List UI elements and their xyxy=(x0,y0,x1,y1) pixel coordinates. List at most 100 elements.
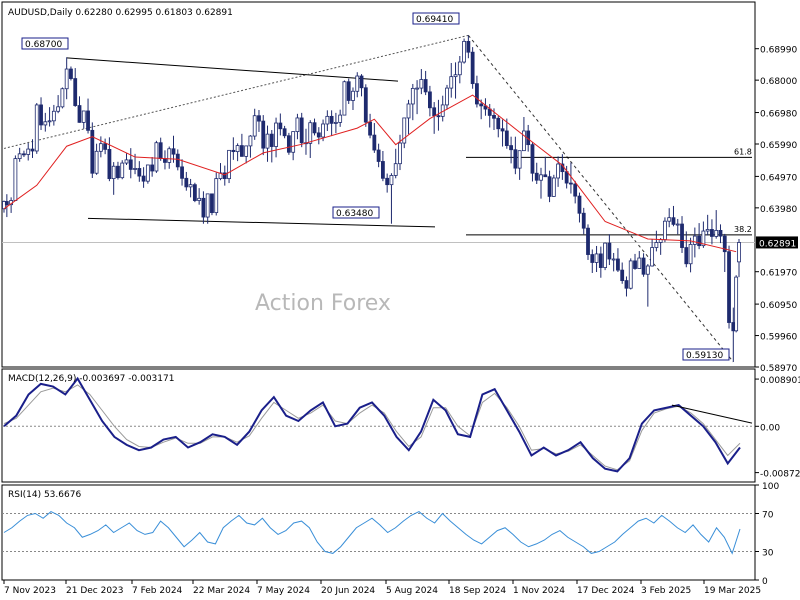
candle-body xyxy=(688,243,693,265)
candle-body xyxy=(154,142,159,172)
macd-line xyxy=(3,376,741,473)
candle-body xyxy=(248,135,253,147)
candle-body xyxy=(192,184,197,201)
candle-body xyxy=(534,172,539,181)
candle-body xyxy=(90,129,95,174)
candle-body xyxy=(675,223,680,226)
candle-body xyxy=(4,201,9,206)
level-label-box xyxy=(332,206,380,219)
candle-body xyxy=(17,153,22,160)
candle-body xyxy=(415,87,419,90)
candle-body xyxy=(419,79,424,89)
candle-body xyxy=(671,217,676,225)
price-ytick-label: 0.58970 xyxy=(760,364,797,374)
candle-body xyxy=(265,133,270,149)
chart-title: AUDUSD,Daily 0.62280 0.62995 0.61803 0.6… xyxy=(8,8,233,18)
level-label: 0.68700 xyxy=(25,40,62,50)
trendline-upper-resistance xyxy=(66,57,399,82)
candle-body xyxy=(299,117,304,144)
level-label: 0.69410 xyxy=(416,15,453,25)
candle-body xyxy=(261,120,266,149)
price-panel-frame xyxy=(1,1,756,368)
candle-body xyxy=(137,168,142,177)
candle-body xyxy=(81,110,86,123)
x-tick-label: 7 May 2024 xyxy=(257,586,310,596)
candle-body xyxy=(197,197,202,201)
candle-body xyxy=(205,193,210,218)
candle-body xyxy=(684,247,689,265)
price-ytick-label: 0.68990 xyxy=(760,46,797,56)
retracement-dashed-line xyxy=(467,35,734,363)
last-price-tag xyxy=(756,236,798,249)
candle-body xyxy=(103,143,108,150)
candle-body xyxy=(462,40,466,63)
candle-body xyxy=(372,134,377,151)
candle-body xyxy=(325,115,330,125)
candle-body xyxy=(282,128,287,137)
candle-body xyxy=(244,145,249,157)
candle-body xyxy=(338,114,343,123)
x-tick-label: 7 Nov 2023 xyxy=(4,586,56,596)
candle-body xyxy=(321,123,325,138)
candle-body xyxy=(509,145,513,151)
candle-body xyxy=(120,162,125,179)
level-label-box xyxy=(682,348,730,361)
candle-body xyxy=(645,265,650,275)
candle-body xyxy=(98,143,103,152)
candle-body xyxy=(449,76,454,89)
candle-body xyxy=(603,242,608,268)
candle-body xyxy=(47,120,52,123)
rsi-ytick-label: 100 xyxy=(762,482,779,492)
candle-body xyxy=(355,75,360,92)
candle-body xyxy=(637,257,642,269)
candle-body xyxy=(227,149,231,180)
candle-body xyxy=(158,142,163,160)
candle-body xyxy=(150,164,155,172)
x-tick-label: 21 Dec 2023 xyxy=(66,586,124,596)
rsi-ytick-label: 30 xyxy=(762,549,774,559)
candle-body xyxy=(663,220,667,241)
candle-body xyxy=(432,107,437,117)
candle-body xyxy=(13,158,18,201)
candle-body xyxy=(436,115,441,118)
candle-body xyxy=(398,142,402,165)
macd-panel-frame xyxy=(1,368,756,483)
candle-body xyxy=(539,174,543,181)
candle-body xyxy=(573,183,578,197)
price-ytick-label: 0.68000 xyxy=(760,77,797,87)
candle-body xyxy=(278,122,283,130)
candle-body xyxy=(620,269,625,281)
candle-body xyxy=(393,163,398,176)
candle-body xyxy=(239,145,244,157)
candle-body xyxy=(34,104,39,152)
rsi-ytick-label: 70 xyxy=(762,511,774,521)
candle-body xyxy=(628,260,633,289)
candle-body xyxy=(641,257,646,275)
candle-body xyxy=(214,178,219,214)
candle-body xyxy=(73,78,78,106)
candle-body xyxy=(569,182,573,185)
price-ytick-label: 0.66980 xyxy=(760,110,797,120)
candle-body xyxy=(376,149,381,162)
candle-body xyxy=(680,223,684,248)
candle-body xyxy=(517,150,522,169)
candle-body xyxy=(316,132,321,138)
candle-body xyxy=(551,177,556,197)
candle-body xyxy=(252,115,257,137)
candle-body xyxy=(312,122,317,134)
candle-body xyxy=(705,229,710,232)
candle-body xyxy=(483,105,488,110)
macd-label: MACD(12,26,9) -0.003697 -0.003171 xyxy=(8,374,174,384)
candle-body xyxy=(423,79,428,93)
candle-body xyxy=(530,144,535,174)
candle-body xyxy=(380,161,385,179)
candle-body xyxy=(616,258,620,271)
fib-level-label: 61.8 xyxy=(734,147,752,156)
price-ytick-label: 0.61970 xyxy=(760,269,797,279)
candle-body xyxy=(581,212,586,229)
candle-body xyxy=(453,74,458,78)
candle-body xyxy=(188,184,193,188)
candle-body xyxy=(564,171,569,184)
candle-body xyxy=(667,217,672,222)
candle-body xyxy=(701,230,706,247)
